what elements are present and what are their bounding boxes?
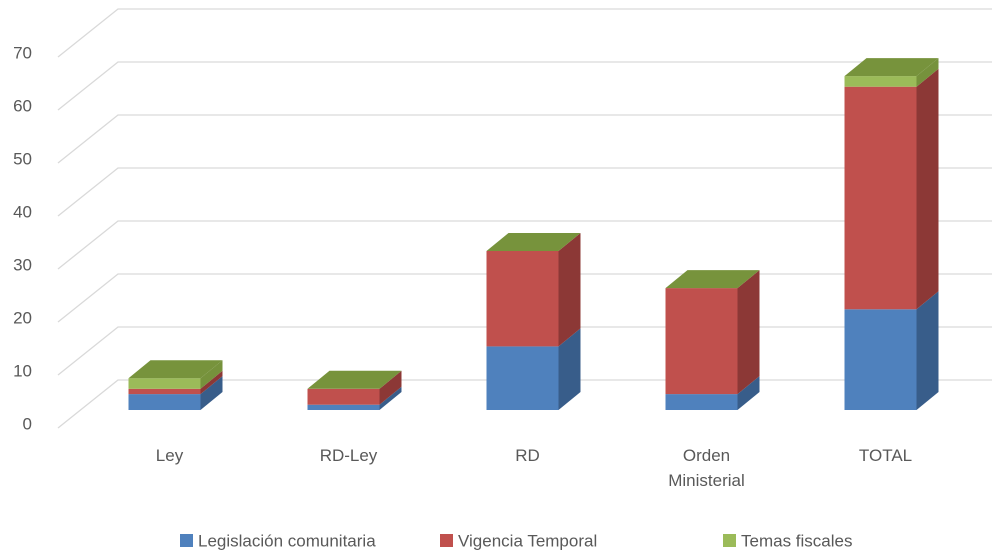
x-tick-label: RD — [515, 446, 540, 465]
y-tick-label: 10 — [13, 361, 32, 380]
legend-label: Vigencia Temporal — [458, 531, 597, 550]
y-tick-label: 20 — [13, 308, 32, 327]
bar-side — [558, 233, 581, 347]
x-tick-label: Orden Ministerial — [668, 446, 745, 490]
grid-line — [57, 114, 992, 164]
bar — [844, 309, 917, 410]
y-tick-label: 40 — [13, 202, 32, 221]
grid-line — [57, 220, 992, 270]
x-tick-label: Ley — [155, 446, 184, 465]
bar — [665, 288, 738, 395]
bar — [307, 388, 380, 405]
bar-side — [200, 376, 223, 410]
legend-swatch — [180, 534, 193, 547]
y-tick-label: 70 — [13, 43, 32, 62]
bar — [128, 378, 201, 389]
y-tick-label: 60 — [13, 96, 32, 115]
bar — [486, 346, 559, 410]
x-tick-label: TOTAL — [858, 446, 913, 465]
legend-label: Temas fiscales — [741, 531, 852, 550]
grid-line — [57, 167, 992, 217]
bar — [307, 404, 380, 410]
bar-side — [558, 328, 581, 410]
y-tick-label: 30 — [13, 255, 32, 274]
bar-side — [200, 370, 223, 395]
bar-side — [379, 370, 402, 405]
bar — [844, 76, 917, 87]
grid-line — [57, 61, 992, 111]
bar-side — [200, 360, 223, 389]
bar — [128, 388, 201, 395]
bar-side — [737, 376, 760, 410]
bar-side — [916, 58, 939, 87]
bar — [844, 86, 917, 310]
bar-side — [916, 68, 939, 310]
bar-top — [486, 233, 581, 251]
x-tick-label: RD-Ley — [319, 446, 378, 465]
bar-top — [307, 370, 402, 389]
grid-line — [57, 8, 992, 58]
y-tick-label: 0 — [23, 414, 32, 433]
bar-side — [737, 270, 760, 395]
bar-top — [128, 360, 223, 379]
legend-swatch — [440, 534, 453, 547]
legend-label: Legislación comunitaria — [198, 531, 376, 550]
bar — [128, 394, 201, 410]
bar-top — [844, 58, 939, 77]
bar-side — [379, 386, 402, 410]
bar-top — [665, 270, 760, 289]
bar — [486, 251, 559, 347]
legend-swatch — [723, 534, 736, 547]
bar — [665, 394, 738, 410]
bar-side — [916, 291, 939, 410]
y-tick-label: 50 — [13, 149, 32, 168]
